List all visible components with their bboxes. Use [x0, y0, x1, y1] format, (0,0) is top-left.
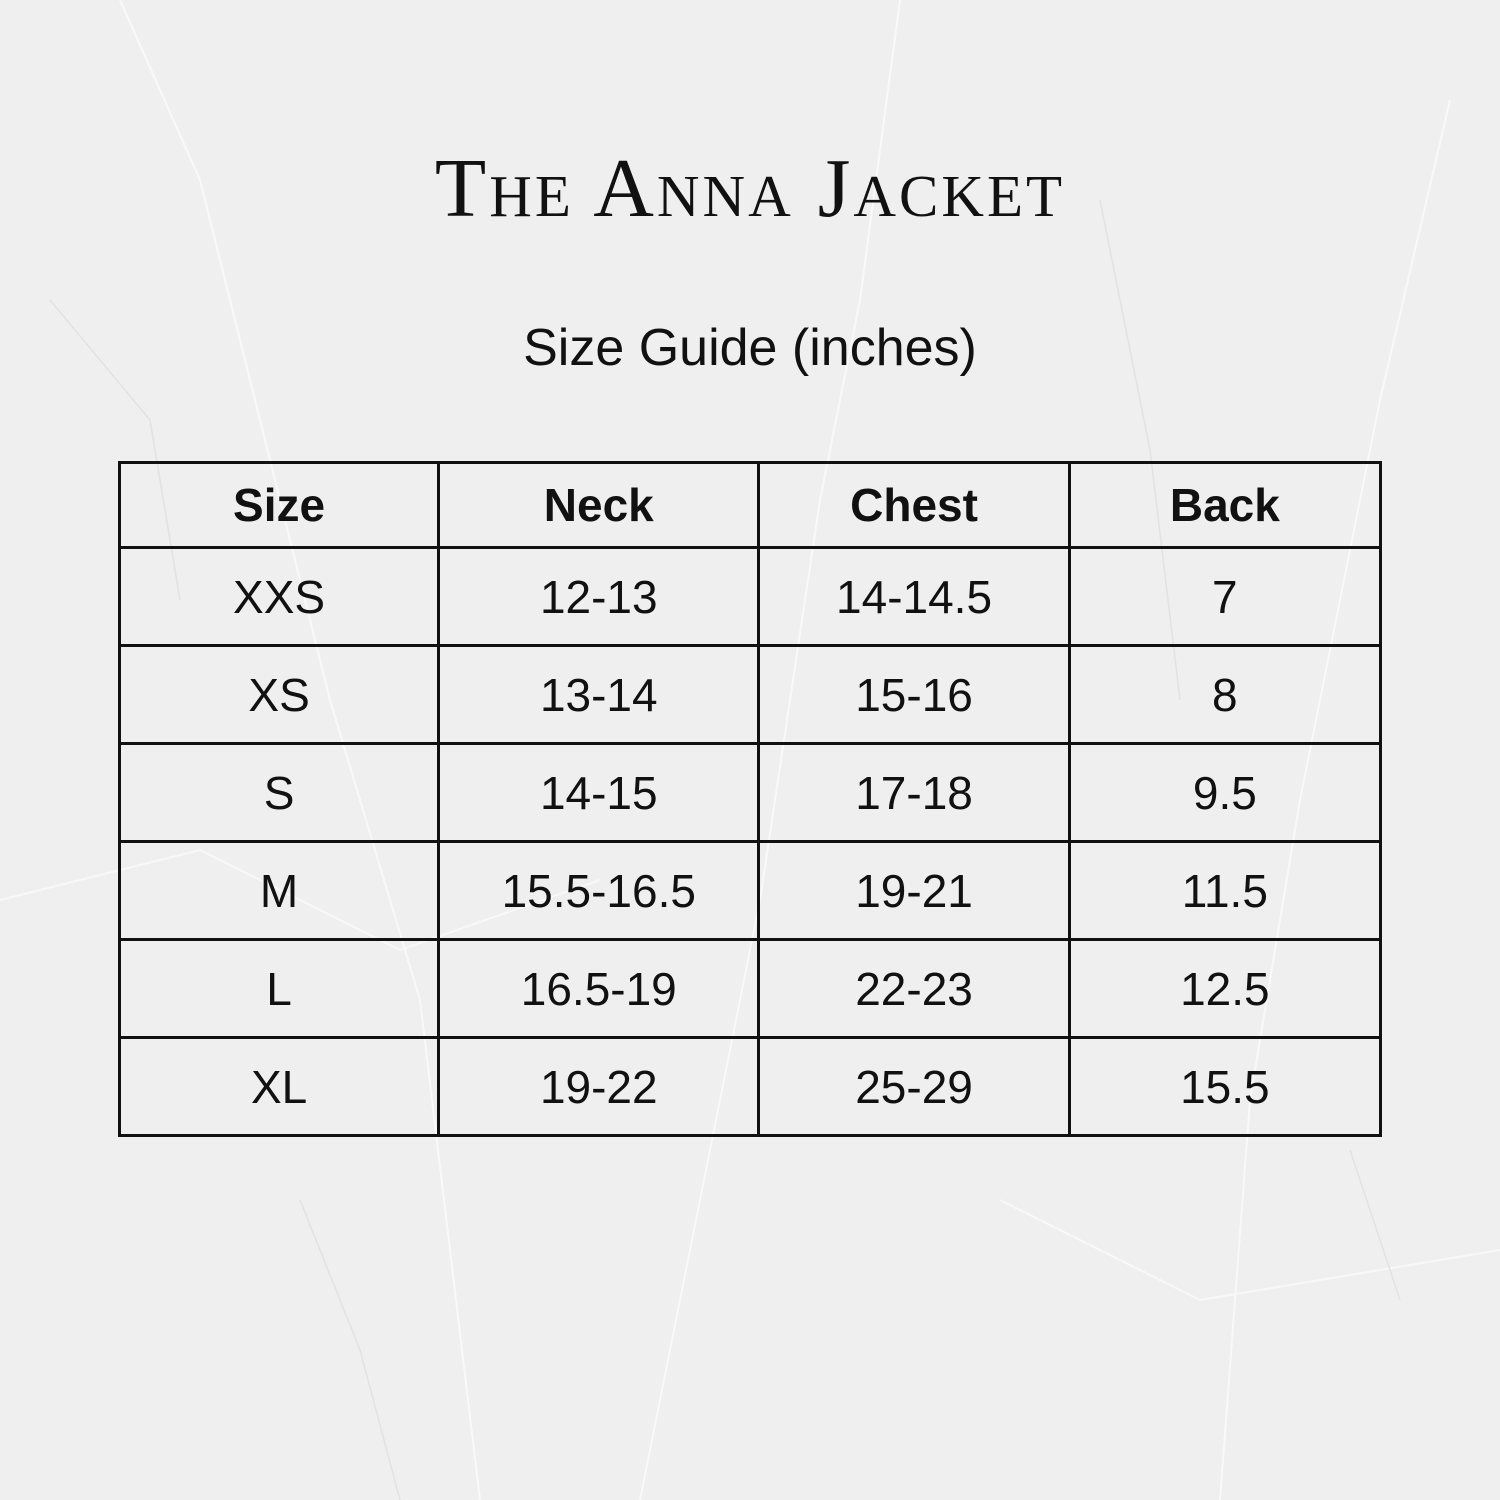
cell-neck: 13-14 [437, 644, 761, 745]
cell-chest: 14-14.5 [757, 546, 1071, 647]
cell-size: L [117, 938, 441, 1039]
cell-back: 15.5 [1067, 1036, 1383, 1137]
cell-size: XL [117, 1036, 441, 1137]
table-row: XS 13-14 15-16 8 [117, 644, 1383, 745]
cell-chest: 22-23 [757, 938, 1071, 1039]
cell-size: XXS [117, 546, 441, 647]
cell-neck: 15.5-16.5 [437, 840, 761, 941]
table-row: L 16.5-19 22-23 12.5 [117, 938, 1383, 1039]
page-subtitle: Size Guide (inches) [523, 319, 977, 377]
table-row: XXS 12-13 14-14.5 7 [117, 546, 1383, 647]
cell-back: 12.5 [1067, 938, 1383, 1039]
table-header-row: Size Neck Chest Back [117, 461, 1383, 549]
header-size: Size [117, 461, 441, 549]
cell-size: M [117, 840, 441, 941]
size-guide-table: Size Neck Chest Back XXS 12-13 14-14.5 7 XS 1… [117, 461, 1383, 1137]
header-back: Back [1067, 461, 1383, 549]
cell-neck: 16.5-19 [437, 938, 761, 1039]
cell-back: 9.5 [1067, 742, 1383, 843]
cell-neck: 19-22 [437, 1036, 761, 1137]
header-neck: Neck [437, 461, 761, 549]
cell-chest: 15-16 [757, 644, 1071, 745]
cell-back: 11.5 [1067, 840, 1383, 941]
table-row: XL 19-22 25-29 15.5 [117, 1036, 1383, 1137]
page-title: The Anna Jacket [434, 142, 1066, 235]
cell-size: S [117, 742, 441, 843]
cell-back: 7 [1067, 546, 1383, 647]
cell-chest: 17-18 [757, 742, 1071, 843]
table-row: S 14-15 17-18 9.5 [117, 742, 1383, 843]
table-row: M 15.5-16.5 19-21 11.5 [117, 840, 1383, 941]
cell-neck: 14-15 [437, 742, 761, 843]
cell-size: XS [117, 644, 441, 745]
cell-chest: 25-29 [757, 1036, 1071, 1137]
cell-back: 8 [1067, 644, 1383, 745]
cell-neck: 12-13 [437, 546, 761, 647]
header-chest: Chest [757, 461, 1071, 549]
cell-chest: 19-21 [757, 840, 1071, 941]
